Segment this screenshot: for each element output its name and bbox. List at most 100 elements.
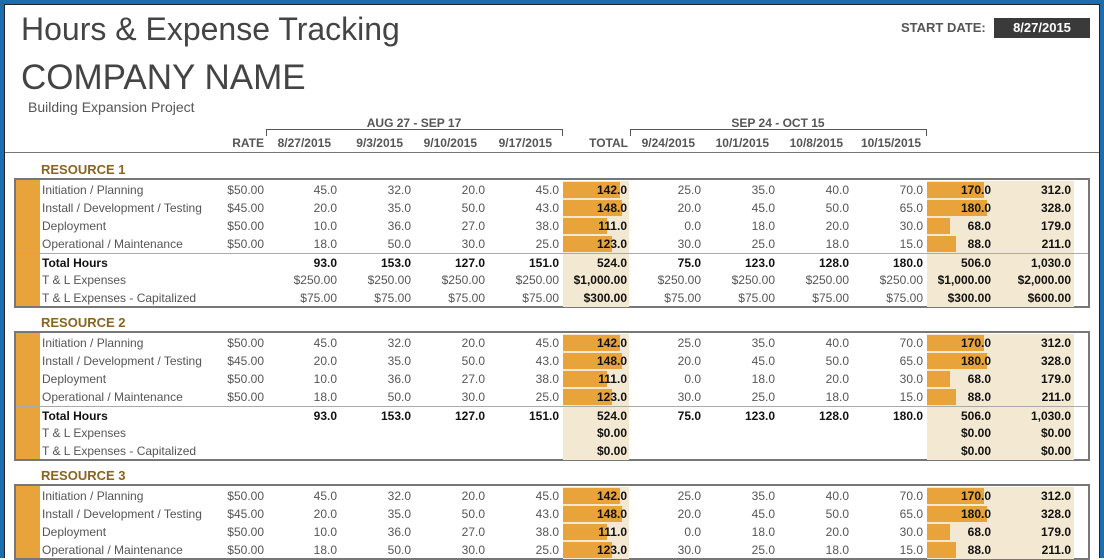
row-label[interactable]: Deployment: [42, 219, 107, 233]
hours-cell[interactable]: 25.0: [535, 237, 559, 251]
hours-cell[interactable]: 20.0: [825, 219, 849, 233]
hours-cell[interactable]: 35.0: [751, 489, 775, 503]
row-label[interactable]: Install / Development / Testing: [42, 354, 202, 368]
row-label[interactable]: Operational / Maintenance: [42, 237, 183, 251]
hours-cell[interactable]: 43.0: [535, 201, 559, 215]
hours-cell[interactable]: 27.0: [461, 525, 485, 539]
row-label[interactable]: Initiation / Planning: [42, 489, 144, 503]
hours-cell[interactable]: [491, 442, 559, 460]
hours-cell[interactable]: 25.0: [535, 390, 559, 404]
hours-cell[interactable]: 45.0: [751, 201, 775, 215]
row-label[interactable]: Install / Development / Testing: [42, 507, 202, 521]
hours-cell[interactable]: 50.0: [387, 237, 411, 251]
row-label[interactable]: T & L Expenses - Capitalized: [42, 444, 197, 458]
hours-cell[interactable]: [417, 424, 485, 442]
row-label[interactable]: Initiation / Planning: [42, 336, 144, 350]
row-label[interactable]: Total Hours: [42, 409, 108, 423]
hours-cell[interactable]: 35.0: [751, 183, 775, 197]
hours-cell[interactable]: [343, 442, 411, 460]
rate-cell[interactable]: $45.00: [227, 507, 264, 521]
hours-cell[interactable]: 25.0: [751, 390, 775, 404]
hours-cell[interactable]: [781, 442, 849, 460]
hours-cell[interactable]: 36.0: [387, 372, 411, 386]
row-label[interactable]: Operational / Maintenance: [42, 543, 183, 557]
hours-cell[interactable]: 18.0: [751, 219, 775, 233]
hours-cell[interactable]: 18.0: [313, 390, 337, 404]
hours-cell[interactable]: 45.0: [751, 507, 775, 521]
hours-cell[interactable]: 70.0: [899, 489, 923, 503]
hours-cell[interactable]: $250.00: [805, 273, 849, 287]
hours-cell[interactable]: 20.0: [677, 507, 701, 521]
rate-cell[interactable]: $45.00: [227, 354, 264, 368]
hours-cell[interactable]: $75.00: [300, 291, 337, 305]
hours-cell[interactable]: 35.0: [387, 201, 411, 215]
hours-cell[interactable]: 18.0: [751, 525, 775, 539]
hours-cell[interactable]: $250.00: [515, 273, 559, 287]
hours-cell[interactable]: 10.0: [313, 219, 337, 233]
hours-cell[interactable]: 40.0: [825, 183, 849, 197]
hours-cell[interactable]: 30.0: [899, 525, 923, 539]
hours-cell[interactable]: [633, 424, 701, 442]
hours-cell[interactable]: 30.0: [461, 543, 485, 557]
hours-cell[interactable]: 45.0: [313, 336, 337, 350]
row-label[interactable]: Install / Development / Testing: [42, 201, 202, 215]
hours-cell[interactable]: 30.0: [677, 543, 701, 557]
row-label[interactable]: T & L Expenses: [42, 426, 127, 440]
hours-cell[interactable]: $250.00: [441, 273, 485, 287]
hours-cell[interactable]: 18.0: [313, 237, 337, 251]
hours-cell[interactable]: [707, 424, 775, 442]
hours-cell[interactable]: 45.0: [535, 489, 559, 503]
hours-cell[interactable]: [855, 424, 923, 442]
hours-cell[interactable]: 45.0: [313, 489, 337, 503]
row-label[interactable]: Operational / Maintenance: [42, 390, 183, 404]
hours-cell[interactable]: [855, 442, 923, 460]
hours-cell[interactable]: $250.00: [657, 273, 701, 287]
hours-cell[interactable]: 75.0: [677, 409, 701, 423]
rate-cell[interactable]: [200, 254, 264, 272]
row-label[interactable]: Initiation / Planning: [42, 183, 144, 197]
hours-cell[interactable]: $250.00: [367, 273, 411, 287]
row-label[interactable]: T & L Expenses: [42, 273, 127, 287]
hours-cell[interactable]: 20.0: [313, 354, 337, 368]
rate-cell[interactable]: $50.00: [227, 525, 264, 539]
hours-cell[interactable]: 0.0: [684, 219, 701, 233]
project-name[interactable]: Building Expansion Project: [28, 99, 195, 115]
hours-cell[interactable]: 128.0: [818, 409, 849, 423]
hours-cell[interactable]: 123.0: [744, 409, 775, 423]
hours-cell[interactable]: 20.0: [825, 525, 849, 539]
rate-cell[interactable]: $50.00: [227, 336, 264, 350]
hours-cell[interactable]: $75.00: [738, 291, 775, 305]
hours-cell[interactable]: 38.0: [535, 219, 559, 233]
hours-cell[interactable]: 10.0: [313, 372, 337, 386]
rate-cell[interactable]: $50.00: [227, 543, 264, 557]
hours-cell[interactable]: $75.00: [812, 291, 849, 305]
hours-cell[interactable]: 15.0: [899, 237, 923, 251]
hours-cell[interactable]: [417, 442, 485, 460]
hours-cell[interactable]: 35.0: [387, 354, 411, 368]
row-label[interactable]: Total Hours: [42, 256, 108, 270]
hours-cell[interactable]: 45.0: [751, 354, 775, 368]
rate-cell[interactable]: [200, 424, 264, 442]
rate-cell[interactable]: [200, 271, 264, 289]
hours-cell[interactable]: 50.0: [461, 354, 485, 368]
hours-cell[interactable]: 50.0: [387, 390, 411, 404]
hours-cell[interactable]: 70.0: [899, 183, 923, 197]
hours-cell[interactable]: $250.00: [731, 273, 775, 287]
hours-cell[interactable]: 50.0: [461, 507, 485, 521]
hours-cell[interactable]: 15.0: [899, 543, 923, 557]
hours-cell[interactable]: 75.0: [677, 256, 701, 270]
hours-cell[interactable]: 20.0: [461, 336, 485, 350]
rate-cell[interactable]: [200, 407, 264, 425]
hours-cell[interactable]: 15.0: [899, 390, 923, 404]
hours-cell[interactable]: 30.0: [461, 237, 485, 251]
hours-cell[interactable]: 30.0: [677, 237, 701, 251]
hours-cell[interactable]: 43.0: [535, 507, 559, 521]
hours-cell[interactable]: 65.0: [899, 507, 923, 521]
hours-cell[interactable]: [269, 424, 337, 442]
hours-cell[interactable]: 18.0: [751, 372, 775, 386]
hours-cell[interactable]: [269, 442, 337, 460]
hours-cell[interactable]: 0.0: [684, 372, 701, 386]
hours-cell[interactable]: 25.0: [535, 543, 559, 557]
start-date-input[interactable]: 8/27/2015: [994, 18, 1090, 38]
hours-cell[interactable]: 127.0: [454, 256, 485, 270]
